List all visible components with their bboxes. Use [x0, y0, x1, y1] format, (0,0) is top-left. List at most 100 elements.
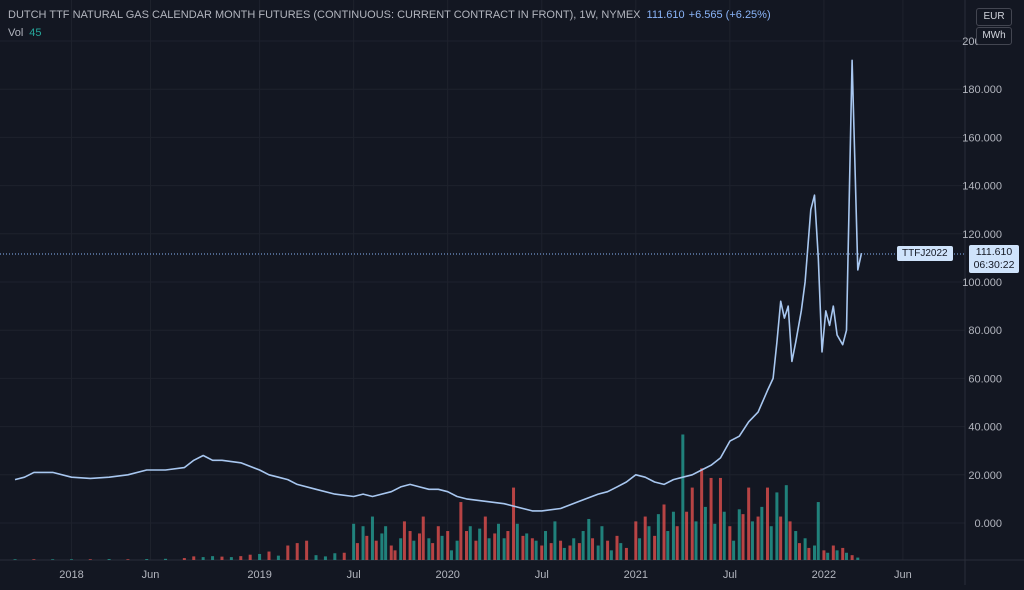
- volume-bar: [813, 545, 817, 560]
- volume-bar: [417, 533, 421, 560]
- y-tick-label: 80.000: [968, 325, 1002, 337]
- volume-bar: [201, 557, 205, 560]
- volume-bar: [402, 521, 406, 560]
- last-price-tag-value: 111.610: [975, 246, 1013, 258]
- volume-bar: [314, 555, 318, 560]
- x-tick-label: 2022: [812, 569, 836, 581]
- volume-bar: [619, 543, 623, 560]
- volume-bar: [653, 535, 657, 560]
- volume-bar: [671, 511, 675, 560]
- volume-bar: [412, 540, 416, 560]
- volume-bar: [192, 556, 196, 560]
- volume-bar: [826, 552, 830, 560]
- volume-bar: [760, 506, 764, 560]
- volume-bar: [13, 559, 17, 560]
- volume-bar: [493, 533, 497, 560]
- volume-bar: [750, 521, 754, 560]
- volume-bar: [51, 559, 55, 560]
- volume-bar: [831, 545, 835, 560]
- volume-bar: [427, 538, 431, 560]
- volume-bar: [850, 555, 854, 560]
- volume-bar: [352, 523, 356, 560]
- last-price-tag: 111.610 06:30:22: [969, 245, 1019, 273]
- volume-bar: [690, 487, 694, 560]
- y-tick-label: 0.000: [974, 518, 1002, 530]
- last-price: 111.610: [646, 9, 685, 21]
- unit-button[interactable]: MWh: [976, 27, 1012, 45]
- volume-bar: [239, 556, 243, 560]
- volume-bar: [609, 550, 613, 560]
- volume-bar: [389, 545, 393, 560]
- volume-bar: [709, 477, 713, 560]
- price-change: +6.565 (+6.25%): [688, 9, 771, 21]
- volume-bar: [374, 540, 378, 560]
- currency-button[interactable]: EUR: [976, 8, 1012, 26]
- volume-bar: [624, 547, 628, 560]
- x-tick-label: 2021: [624, 569, 648, 581]
- volume-bar: [718, 477, 722, 560]
- volume-bar: [126, 559, 130, 560]
- volume-bar: [741, 514, 745, 560]
- volume-bar: [145, 559, 149, 560]
- volume-bar: [572, 538, 576, 560]
- volume-bar: [220, 556, 224, 560]
- volume-bar: [662, 504, 666, 560]
- volume-legend: Vol 45: [8, 27, 42, 39]
- countdown-timer: 06:30:22: [973, 259, 1015, 271]
- volume-bar: [615, 535, 619, 560]
- volume-bar: [737, 509, 741, 560]
- volume-bar: [182, 558, 186, 560]
- volume-bar: [436, 526, 440, 560]
- volume-bar: [728, 526, 732, 560]
- volume-bar: [32, 559, 36, 560]
- volume-bar: [765, 487, 769, 560]
- volume-bar: [506, 531, 510, 560]
- volume-bar: [393, 550, 397, 560]
- x-tick-label: Jun: [142, 569, 160, 581]
- x-tick-label: Jul: [347, 569, 361, 581]
- volume-bar: [295, 543, 299, 560]
- volume-bar: [700, 468, 704, 560]
- volume-bar: [559, 540, 563, 560]
- volume-bar: [521, 535, 525, 560]
- volume-bar: [587, 518, 591, 560]
- volume-label: Vol: [8, 27, 24, 39]
- volume-bar: [784, 485, 788, 560]
- volume-bar: [502, 538, 506, 560]
- volume-bar: [638, 538, 642, 560]
- volume-value: 45: [29, 27, 42, 39]
- volume-bar: [681, 434, 685, 560]
- volume-bar: [248, 554, 252, 560]
- volume-bar: [656, 514, 660, 560]
- volume-bar: [822, 550, 826, 560]
- volume-bar: [747, 487, 751, 560]
- volume-bar: [474, 540, 478, 560]
- volume-bar: [530, 538, 534, 560]
- volume-bar: [69, 559, 73, 560]
- volume-bar: [380, 533, 384, 560]
- volume-bar: [483, 516, 487, 560]
- volume-bar: [544, 531, 548, 560]
- volume-bar: [722, 511, 726, 560]
- volume-bar: [370, 516, 374, 560]
- volume-bar: [713, 523, 717, 560]
- volume-bar: [440, 535, 444, 560]
- y-tick-label: 60.000: [968, 373, 1002, 385]
- x-tick-label: Jul: [723, 569, 737, 581]
- volume-bar: [323, 556, 327, 560]
- volume-bar: [333, 553, 337, 560]
- volume-bar: [229, 557, 233, 560]
- y-tick-label: 20.000: [968, 470, 1002, 482]
- volume-bar: [816, 502, 820, 560]
- volume-bar: [553, 521, 557, 560]
- volume-bar: [596, 545, 600, 560]
- volume-bar: [515, 523, 519, 560]
- y-tick-label: 100.000: [962, 277, 1002, 289]
- volume-bar: [803, 538, 807, 560]
- volume-bar: [769, 526, 773, 560]
- volume-bar: [577, 543, 581, 560]
- volume-bar: [775, 492, 779, 560]
- volume-bar: [365, 535, 369, 560]
